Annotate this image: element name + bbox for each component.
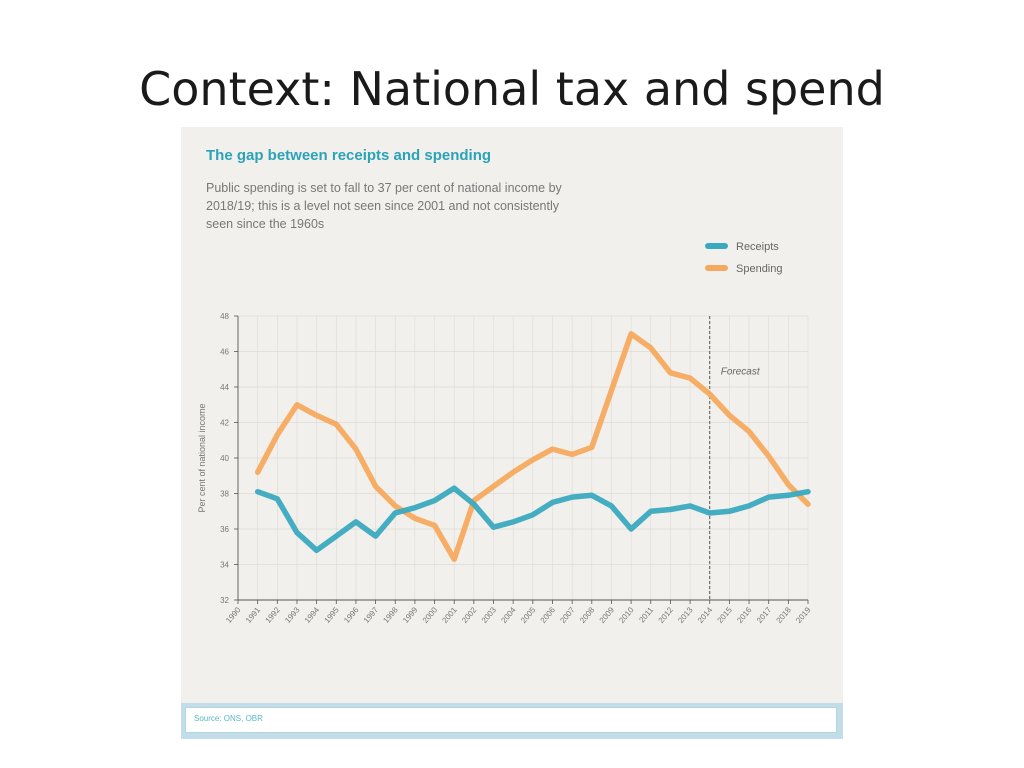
x-tick-label: 2009 xyxy=(598,605,617,625)
x-tick-label: 2012 xyxy=(657,605,676,625)
x-tick-label: 1998 xyxy=(381,605,400,625)
x-tick-label: 1990 xyxy=(224,605,243,625)
x-tick-label: 2002 xyxy=(460,605,479,625)
y-tick-label: 44 xyxy=(220,383,229,392)
y-tick-label: 38 xyxy=(220,490,229,499)
x-tick-label: 2011 xyxy=(637,605,655,624)
y-tick-label: 32 xyxy=(220,596,229,605)
y-tick-label: 42 xyxy=(220,419,229,428)
x-tick-label: 2014 xyxy=(696,605,715,625)
chart-subtitle: Public spending is set to fall to 37 per… xyxy=(206,181,562,231)
x-tick-label: 2001 xyxy=(440,605,459,625)
x-tick-label: 1999 xyxy=(401,605,420,625)
y-tick-label: 48 xyxy=(220,312,229,321)
x-tick-label: 2015 xyxy=(716,605,735,625)
x-tick-label: 2013 xyxy=(676,605,695,625)
x-tick-label: 1996 xyxy=(342,605,361,625)
x-tick-label: 1993 xyxy=(283,605,302,625)
x-tick-label: 2000 xyxy=(421,605,440,625)
chart-title: The gap between receipts and spending xyxy=(206,147,492,164)
legend-label-receipts: Receipts xyxy=(736,241,779,253)
y-tick-label: 36 xyxy=(220,525,229,534)
chart-panel: 32 34 36 38 40 42 44 46 48 1990 1991 1992 1993 1994 19… xyxy=(181,127,843,739)
x-tick-label: 2010 xyxy=(617,605,636,625)
slide-title: Context: National tax and spend xyxy=(139,62,885,116)
x-tick-label: 2004 xyxy=(499,605,518,625)
y-tick-label: 40 xyxy=(220,454,229,463)
x-tick-label: 2008 xyxy=(578,605,597,625)
y-tick-label: 34 xyxy=(220,561,229,570)
x-tick-label: 2016 xyxy=(735,605,754,625)
y-tick-label: 46 xyxy=(220,348,229,357)
source-text: Source: ONS, OBR xyxy=(194,714,263,723)
series-line-receipts xyxy=(254,485,811,554)
x-tick-label: 2019 xyxy=(794,605,813,625)
x-tick-label: 1991 xyxy=(244,605,263,625)
x-tick-label: 2006 xyxy=(539,605,558,625)
legend-label-spending: Spending xyxy=(736,263,783,275)
forecast-label: Forecast xyxy=(721,367,761,378)
x-tick-label: 2018 xyxy=(775,605,794,625)
y-axis-label: Per cent of national income xyxy=(197,403,207,512)
source-bar: Source: ONS, OBR xyxy=(181,703,843,739)
x-tick-label: 1994 xyxy=(303,605,322,625)
x-tick-label: 1995 xyxy=(322,605,341,625)
x-tick-label: 1992 xyxy=(264,605,283,625)
x-tick-label: 2003 xyxy=(480,605,499,625)
source-box: Source: ONS, OBR xyxy=(185,707,837,733)
x-tick-label: 1997 xyxy=(362,605,381,625)
series-line-spending xyxy=(254,331,811,562)
x-tick-label: 2017 xyxy=(755,605,774,625)
x-tick-label: 2005 xyxy=(519,605,538,625)
x-tick-label: 2007 xyxy=(558,605,577,625)
